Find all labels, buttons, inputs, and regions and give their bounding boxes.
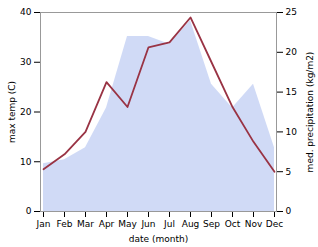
- svg-text:0: 0: [286, 206, 292, 216]
- svg-text:Apr: Apr: [99, 219, 115, 229]
- svg-text:Feb: Feb: [57, 219, 73, 229]
- svg-text:Dec: Dec: [266, 219, 283, 229]
- svg-text:Jul: Jul: [163, 219, 175, 229]
- svg-text:Jun: Jun: [140, 219, 155, 229]
- svg-text:max temp (C): max temp (C): [7, 81, 17, 143]
- svg-text:25: 25: [286, 7, 297, 17]
- svg-text:15: 15: [286, 87, 297, 97]
- svg-text:May: May: [118, 219, 137, 229]
- svg-text:Nov: Nov: [245, 219, 263, 229]
- svg-text:med. precipitation (kg/m2): med. precipitation (kg/m2): [305, 52, 315, 173]
- svg-text:Sep: Sep: [203, 219, 220, 229]
- svg-text:20: 20: [20, 107, 32, 117]
- svg-text:date (month): date (month): [129, 234, 188, 244]
- svg-text:20: 20: [286, 47, 298, 57]
- svg-text:10: 10: [286, 127, 298, 137]
- svg-text:5: 5: [286, 167, 292, 177]
- svg-text:30: 30: [20, 57, 32, 67]
- svg-text:Mar: Mar: [77, 219, 94, 229]
- svg-text:40: 40: [20, 7, 32, 17]
- svg-text:Oct: Oct: [225, 219, 241, 229]
- svg-text:0: 0: [26, 206, 32, 216]
- svg-text:Aug: Aug: [182, 219, 200, 229]
- svg-text:Jan: Jan: [36, 219, 51, 229]
- svg-text:10: 10: [20, 157, 32, 167]
